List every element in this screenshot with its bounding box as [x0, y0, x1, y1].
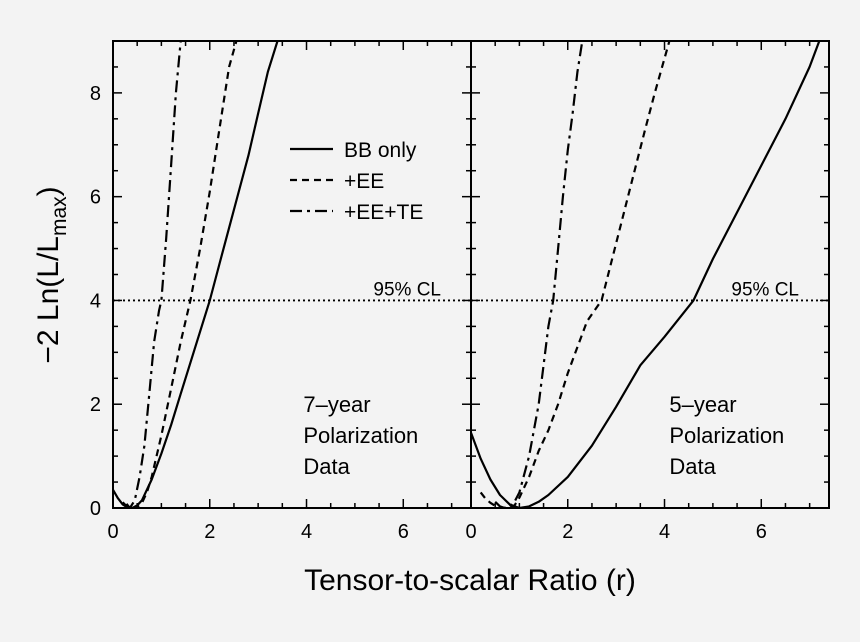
x-tick-label: 0 [107, 521, 118, 543]
legend: BB only +EE +EE+TE [290, 139, 423, 224]
reference-line-label: 95% CL [373, 279, 441, 300]
panel-annotation-line: 5–year [669, 392, 736, 417]
x-tick-label: 2 [204, 521, 215, 543]
series-line--ee [479, 41, 671, 508]
x-tick-label: 4 [301, 521, 312, 543]
x-tick-label: 4 [659, 521, 670, 543]
y-tick-label: 6 [90, 187, 101, 209]
y-tick-label: 0 [90, 498, 101, 520]
x-tick-label: 6 [756, 521, 767, 543]
y-tick-label: 2 [90, 394, 101, 416]
legend-label: BB only [344, 139, 417, 162]
panel-annotation-line: Polarization [669, 423, 784, 448]
y-tick-label: 4 [90, 290, 101, 312]
panel-left: 0 2 4 6 0 2 4 6 8 95% CL 7–year Polarization Data [90, 40, 472, 543]
series-group-right [471, 41, 821, 508]
panel-annotation-line: 7–year [303, 392, 370, 417]
series-line-bb-only [471, 41, 821, 508]
x-tick-label: 2 [562, 521, 573, 543]
legend-label: +EE [344, 170, 384, 193]
series-line--ee-te [125, 41, 182, 508]
y-axis-title-close: ) [32, 186, 65, 196]
y-axis-title: −2 Ln(L/Lmax) [32, 186, 71, 363]
x-axis-title: Tensor-to-scalar Ratio (r) [304, 564, 636, 597]
panel-annotation-line: Data [303, 454, 350, 479]
legend-label: +EE+TE [344, 201, 423, 224]
panel-right: 0 2 4 6 95% CL 5–year Polarization Data [465, 40, 830, 543]
panel-annotation-line: Polarization [303, 423, 418, 448]
y-tick-label: 8 [90, 83, 101, 105]
panel-annotation-line: Data [669, 454, 716, 479]
series-group-left [113, 41, 279, 508]
series-line--ee-te [494, 41, 584, 508]
reference-line-label: 95% CL [731, 279, 799, 300]
x-tick-label: 0 [465, 521, 476, 543]
panels-layer: 0 2 4 6 0 2 4 6 8 95% CL 7–year Polarization Data 0 2 4… [90, 40, 830, 543]
axis-labels-layer: Tensor-to-scalar Ratio (r) −2 Ln(L/Lmax) [32, 186, 636, 597]
y-axis-title-main: −2 Ln(L/L [32, 236, 65, 364]
series-line--ee [121, 41, 238, 508]
y-axis-title-subscript: max [48, 196, 71, 236]
x-tick-label: 6 [398, 521, 409, 543]
